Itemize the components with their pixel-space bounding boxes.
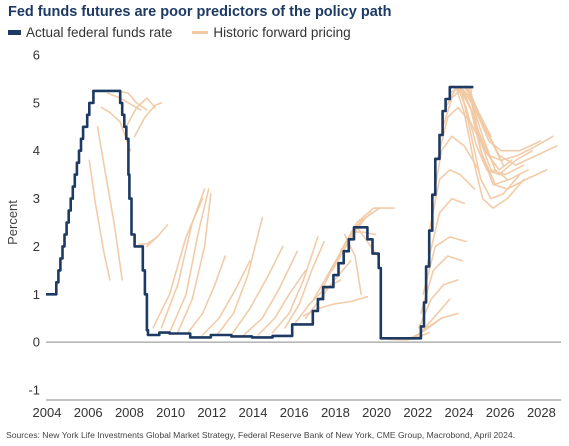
legend-swatch-actual xyxy=(8,30,21,35)
x-tick-label-6: 2016 xyxy=(280,405,309,420)
forward-pricing-line-13 xyxy=(187,255,226,334)
y-axis-label: Percent xyxy=(5,200,20,245)
forward-pricing-line-5 xyxy=(125,97,156,128)
forward-pricing-line-52 xyxy=(463,86,558,166)
forward-pricing-line-11 xyxy=(168,188,210,334)
x-tick-label-7: 2018 xyxy=(321,405,350,420)
x-tick-label-4: 2012 xyxy=(197,405,226,420)
forward-pricing-line-55 xyxy=(469,86,529,185)
x-tick-label-10: 2024 xyxy=(445,405,474,420)
series-layer xyxy=(46,85,558,341)
legend-item-actual: Actual federal funds rate xyxy=(8,25,172,40)
forward-pricing-line-49 xyxy=(457,87,533,176)
forward-pricing-line-18 xyxy=(257,269,307,336)
y-axis-ticks: -1 0 1 2 3 4 5 6 xyxy=(28,48,561,398)
legend-label-actual: Actual federal funds rate xyxy=(26,25,173,40)
forward-pricing-line-4 xyxy=(117,90,148,111)
x-tick-label-11: 2026 xyxy=(486,405,515,420)
forward-pricing-line-16 xyxy=(230,245,284,336)
forward-pricing-line-28 xyxy=(356,226,379,257)
forward-pricing-line-19 xyxy=(271,236,319,334)
forward-pricing-line-15 xyxy=(216,216,264,336)
x-tick-label-3: 2010 xyxy=(156,405,185,420)
source-note: Sources: New York Life Investments Globa… xyxy=(6,430,516,440)
y-tick-label-0: -1 xyxy=(28,383,40,398)
forward-pricing-line-39 xyxy=(426,197,465,267)
legend: Actual federal funds rate Historic forwa… xyxy=(8,25,371,40)
chart-title: Fed funds futures are poor predictors of… xyxy=(8,4,392,20)
forward-pricing-line-12 xyxy=(177,193,212,334)
y-tick-label-6: 5 xyxy=(33,95,40,110)
forward-pricing-line-14 xyxy=(201,260,251,336)
forward-pricing-line-6 xyxy=(133,102,163,138)
forward-pricing-line-22 xyxy=(304,260,352,319)
forward-pricing-line-20 xyxy=(284,240,325,329)
forward-pricing-line-25 xyxy=(331,207,381,272)
forward-pricing-line-1 xyxy=(96,126,123,281)
legend-item-forward: Historic forward pricing xyxy=(192,25,351,40)
forward-pricing-line-0 xyxy=(88,159,111,281)
y-tick-label-3: 2 xyxy=(33,239,40,254)
x-tick-label-12: 2028 xyxy=(527,405,556,420)
y-tick-label-2: 1 xyxy=(33,287,40,302)
forward-pricing-line-8 xyxy=(146,224,169,248)
x-tick-label-8: 2020 xyxy=(362,405,391,420)
forward-pricing-line-9 xyxy=(152,197,204,329)
legend-swatch-forward xyxy=(192,31,209,34)
forward-pricing-line-40 xyxy=(428,169,476,233)
legend-label-forward: Historic forward pricing xyxy=(213,25,351,40)
x-tick-label-9: 2022 xyxy=(403,405,432,420)
actual-fed-funds-line xyxy=(46,85,474,340)
y-tick-label-4: 3 xyxy=(33,191,40,206)
x-tick-label-1: 2006 xyxy=(74,405,103,420)
y-tick-label-1: 0 xyxy=(33,335,40,350)
forward-pricing-line-26 xyxy=(339,207,395,252)
x-tick-label-5: 2014 xyxy=(239,405,268,420)
forward-pricing-line-53 xyxy=(465,86,542,152)
x-tick-label-0: 2004 xyxy=(33,405,62,420)
forward-pricing-line-48 xyxy=(455,86,525,209)
forward-pricing-line-17 xyxy=(243,250,299,336)
forward-pricing-line-38 xyxy=(422,236,467,296)
y-tick-label-7: 6 xyxy=(33,48,40,63)
forward-pricing-line-34 xyxy=(409,298,451,340)
forward-pricing-line-51 xyxy=(461,87,548,190)
forward-pricing-line-10 xyxy=(160,188,206,329)
y-tick-label-5: 4 xyxy=(33,143,40,158)
x-tick-label-2: 2008 xyxy=(115,405,144,420)
forward-pricing-line-41 xyxy=(432,135,480,200)
x-axis-ticks: 2004 2006 2008 2010 2012 2014 2016 2018 2020 2022… xyxy=(33,399,561,420)
